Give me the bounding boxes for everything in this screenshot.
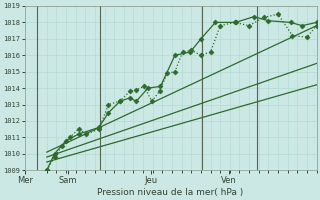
- X-axis label: Pression niveau de la mer( hPa ): Pression niveau de la mer( hPa ): [98, 188, 244, 197]
